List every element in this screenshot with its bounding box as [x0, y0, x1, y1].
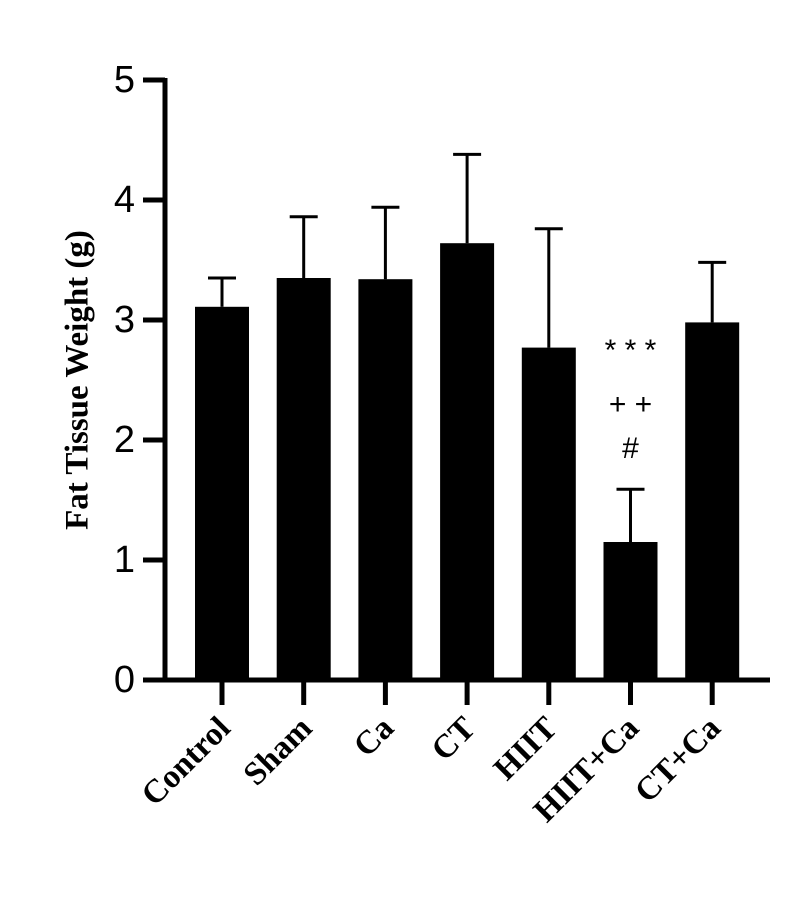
y-tick-label: 1 [114, 539, 135, 581]
y-tick-label: 2 [114, 419, 135, 461]
bars [195, 243, 740, 680]
significance-annotation: # [622, 432, 639, 465]
bar [521, 347, 576, 680]
y-axis: 0 1 2 3 4 5 [114, 59, 168, 701]
bar [603, 542, 658, 680]
x-tick-label: Control [135, 710, 238, 813]
y-tick-label: 5 [114, 59, 135, 101]
y-tick-label: 0 [114, 659, 135, 701]
significance-annotation: * * * [605, 334, 657, 367]
bar [440, 243, 495, 680]
bar [358, 279, 413, 680]
x-tick-label: Ca [347, 710, 401, 764]
annotations: * * * + + # [605, 334, 657, 465]
x-tick-label: HIIT [487, 710, 564, 787]
bar [276, 278, 331, 680]
y-axis-label: Fat Tissue Weight (g) [60, 230, 96, 530]
error-bars [208, 152, 727, 542]
y-tick-label: 4 [114, 179, 135, 221]
bar [195, 306, 249, 680]
y-tick-label: 3 [114, 299, 135, 341]
significance-annotation: + + [609, 388, 652, 421]
bar [685, 322, 740, 680]
x-tick-label: Sham [237, 710, 320, 793]
x-tick-label: CT+Ca [628, 710, 728, 810]
x-tick-label: CT [425, 710, 483, 768]
